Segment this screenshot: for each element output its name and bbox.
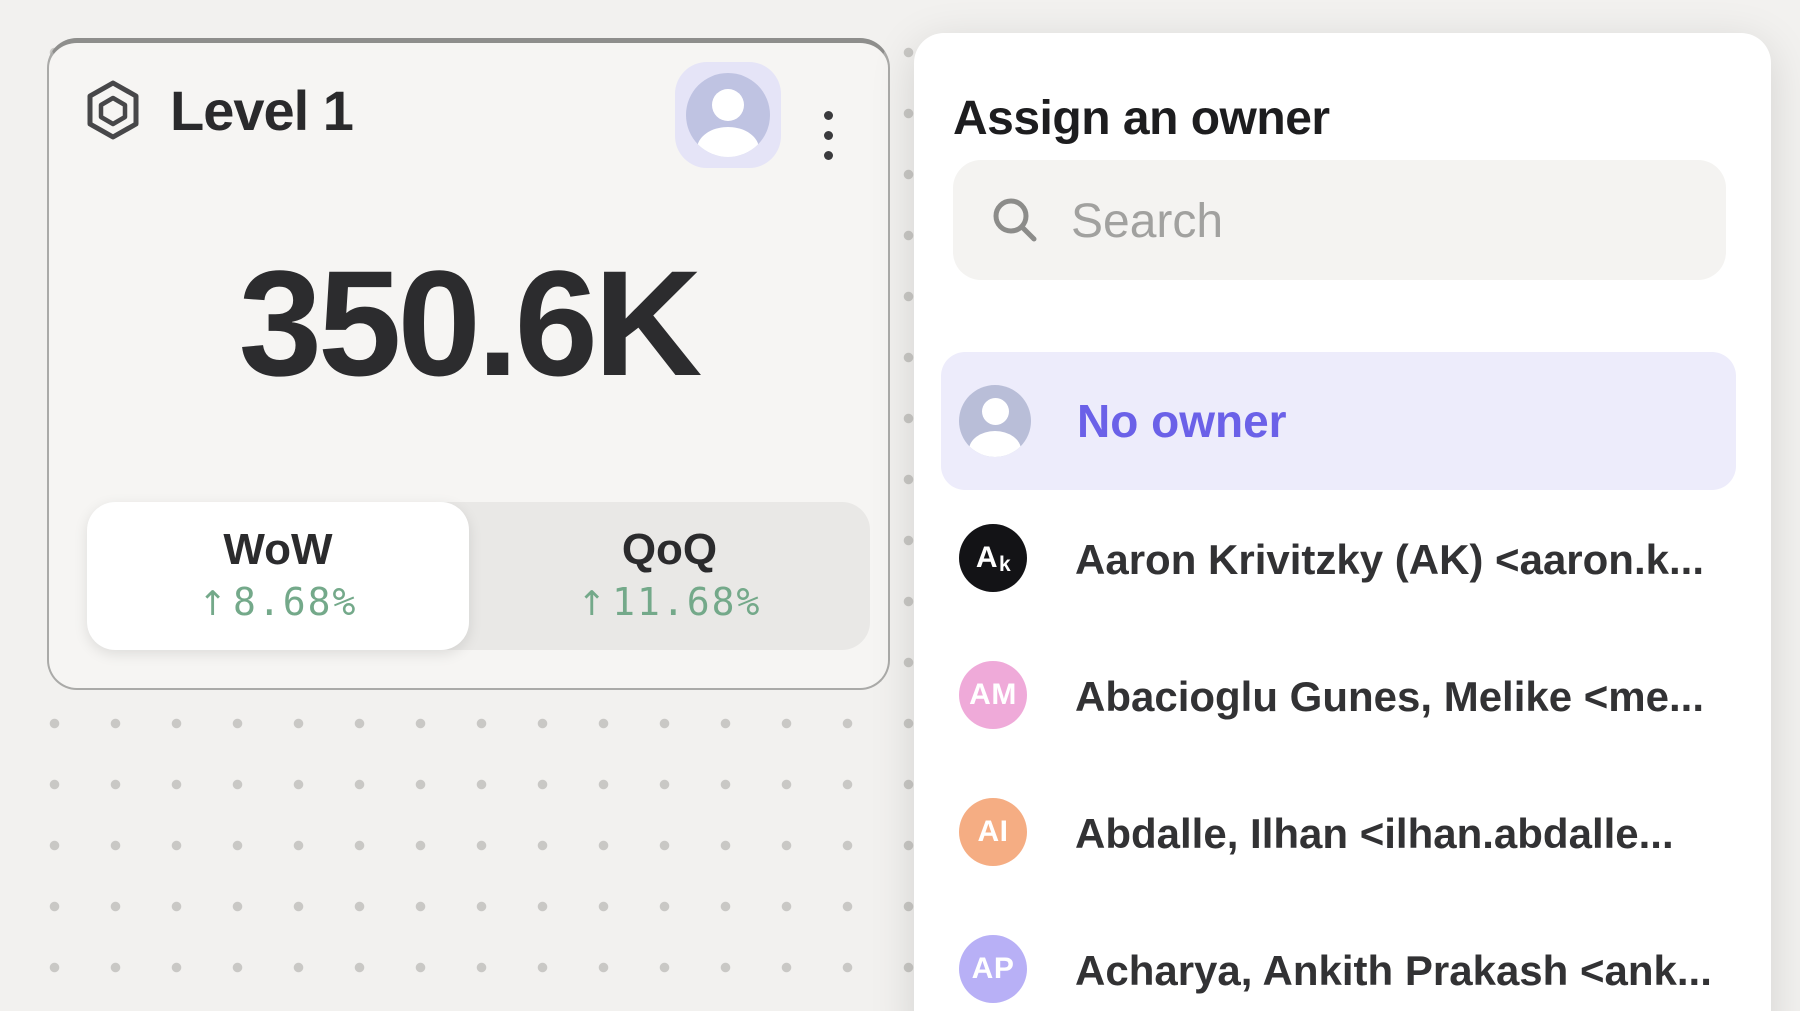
tab-qoq-label: QoQ [621, 525, 718, 574]
owner-option-name: Abdalle, Ilhan <ilhan.abdalle... [1075, 810, 1674, 857]
owner-option-acharya-ankith[interactable]: AP Acharya, Ankith Prakash <ank... [914, 901, 1771, 1011]
up-arrow-icon: ↑ [577, 584, 609, 624]
avatar-initials: AM [959, 661, 1027, 729]
tab-wow[interactable]: WoW ↑ 8.68% [87, 502, 469, 650]
owner-option-no-owner[interactable]: No owner [941, 352, 1736, 490]
owner-option-name: Abacioglu Gunes, Melike <me... [1075, 673, 1705, 720]
search-icon [989, 194, 1041, 246]
metric-value: 350.6K [238, 239, 703, 407]
search-input[interactable] [1069, 160, 1703, 282]
tab-wow-label: WoW [223, 525, 333, 574]
owner-option-name: Acharya, Ankith Prakash <ank... [1075, 947, 1712, 994]
owner-option-abacioglu-gunes[interactable]: AM Abacioglu Gunes, Melike <me... [914, 627, 1771, 764]
metric-card-header: Level 1 [49, 43, 888, 183]
metric-card-level-1[interactable]: Level 1 350.6K WoW ↑ 8.68% QoQ ↑ 11. [47, 38, 890, 690]
assign-owner-panel: Assign an owner No owner Ak Aaron Krivit… [914, 33, 1771, 1011]
person-avatar-icon [686, 73, 770, 157]
no-owner-label: No owner [1077, 395, 1287, 447]
panel-title: Assign an owner [953, 92, 1330, 145]
avatar-initials: AP [959, 935, 1027, 1003]
tab-qoq-delta-value: 11.68% [612, 580, 762, 624]
tab-qoq[interactable]: QoQ ↑ 11.68% [469, 502, 870, 650]
owner-option-name: Aaron Krivitzky (AK) <aaron.k... [1075, 536, 1704, 583]
card-menu-kebab-icon[interactable] [813, 95, 843, 175]
avatar-initials: AI [959, 798, 1027, 866]
delta-period-toggle: WoW ↑ 8.68% QoQ ↑ 11.68% [87, 502, 870, 650]
card-owner-avatar-button[interactable] [675, 62, 781, 168]
metric-card-title: Level 1 [170, 79, 354, 142]
tab-wow-delta-value: 8.68% [233, 580, 358, 624]
hexagon-metric-icon [84, 79, 142, 141]
search-box[interactable] [953, 160, 1726, 282]
tab-wow-delta: ↑ 8.68% [199, 580, 358, 626]
tab-qoq-delta: ↑ 11.68% [578, 580, 762, 626]
person-avatar-icon [959, 385, 1031, 457]
up-arrow-icon: ↑ [198, 584, 230, 624]
owner-option-abdalle-ilhan[interactable]: AI Abdalle, Ilhan <ilhan.abdalle... [914, 764, 1771, 901]
